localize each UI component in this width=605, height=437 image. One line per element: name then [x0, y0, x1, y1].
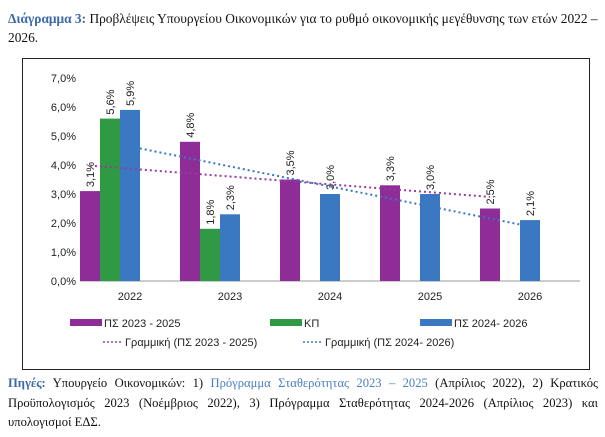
y-tick-label: 7,0% — [51, 73, 76, 85]
y-tick-label: 0,0% — [51, 276, 76, 288]
bar — [320, 194, 340, 281]
x-tick-label: 2023 — [218, 291, 242, 303]
bar — [220, 214, 240, 281]
legend-label: ΠΣ 2023 - 2025 — [104, 318, 181, 330]
bar — [380, 185, 400, 281]
y-tick-label: 1,0% — [51, 247, 76, 259]
y-tick-label: 2,0% — [51, 218, 76, 230]
chart-caption: Διάγραμμα 3: Προβλέψεις Υπουργείου Οικον… — [8, 9, 598, 47]
x-tick-label: 2025 — [418, 291, 442, 303]
bar — [420, 194, 440, 281]
bar — [100, 118, 120, 281]
legend-label: Γραμμική (ΠΣ 2024- 2026) — [325, 337, 454, 349]
bar — [520, 220, 540, 281]
bar — [480, 208, 500, 281]
data-label: 4,8% — [185, 113, 197, 138]
data-label: 2,5% — [485, 179, 497, 204]
legend-label: ΠΣ 2024- 2026 — [454, 318, 527, 330]
caption-label: Διάγραμμα 3: — [8, 11, 87, 26]
trendline — [89, 164, 491, 198]
x-tick-label: 2026 — [518, 291, 542, 303]
bar — [180, 141, 200, 281]
y-tick-label: 4,0% — [51, 160, 76, 172]
data-label: 3,0% — [325, 165, 337, 190]
data-label: 2,3% — [225, 185, 237, 210]
data-label: 3,5% — [285, 150, 297, 175]
sources-note: Πηγές: Υπουργείο Οικονομικών: 1) Πρόγραμ… — [8, 374, 598, 433]
caption-text: Προβλέψεις Υπουργείου Οικονομικών για το… — [8, 11, 598, 45]
y-tick-label: 3,0% — [51, 189, 76, 201]
data-label: 5,6% — [105, 89, 117, 114]
data-label: 3,0% — [425, 165, 437, 190]
data-label: 3,3% — [385, 156, 397, 181]
data-label: 3,1% — [85, 162, 97, 187]
data-label: 1,8% — [205, 200, 217, 225]
sources-label: Πηγές: — [8, 376, 46, 390]
data-label: 5,9% — [125, 81, 137, 106]
y-tick-label: 5,0% — [51, 131, 76, 143]
legend-label: ΚΠ — [304, 318, 319, 330]
legend-label: Γραμμική (ΠΣ 2023 - 2025) — [125, 337, 257, 349]
x-tick-label: 2022 — [118, 291, 142, 303]
bar — [200, 228, 220, 281]
y-tick-label: 6,0% — [51, 102, 76, 114]
sources-post: (Απρίλιος 2022), 2) Κρατικός Προϋπολογισ… — [8, 376, 599, 429]
legend-swatch — [270, 319, 302, 326]
data-label: 2,1% — [525, 191, 537, 216]
bar — [80, 191, 100, 281]
bar — [120, 109, 140, 282]
sources-link[interactable]: Πρόγραμμα Σταθερότητας 2023 – 2025 — [210, 376, 428, 390]
chart-frame — [22, 58, 590, 370]
legend-swatch — [70, 319, 102, 326]
sources-pre: Υπουργείο Οικονομικών: 1) — [45, 376, 211, 390]
x-tick-label: 2024 — [318, 291, 342, 303]
bar — [280, 179, 300, 281]
legend-swatch — [420, 319, 452, 326]
